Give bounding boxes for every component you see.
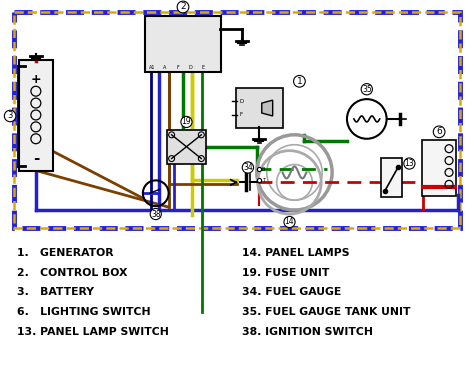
Text: 13: 13	[405, 159, 414, 168]
Text: 1: 1	[297, 77, 302, 86]
Text: 35. FUEL GAUGE TANK UNIT: 35. FUEL GAUGE TANK UNIT	[242, 307, 410, 317]
Text: F: F	[240, 112, 243, 118]
Text: 3.   BATTERY: 3. BATTERY	[17, 288, 94, 297]
Bar	[14, 12, 460, 228]
Text: 14. PANEL LAMPS: 14. PANEL LAMPS	[242, 248, 349, 258]
Text: 38. IGNITION SWITCH: 38. IGNITION SWITCH	[242, 327, 373, 337]
Text: -: -	[33, 151, 39, 166]
Text: F: F	[176, 65, 179, 70]
Text: 2: 2	[180, 3, 186, 12]
Text: 34: 34	[243, 163, 253, 172]
FancyBboxPatch shape	[236, 88, 283, 128]
FancyBboxPatch shape	[167, 130, 206, 164]
Text: 3: 3	[8, 112, 13, 121]
Text: 34. FUEL GAUGE: 34. FUEL GAUGE	[242, 288, 341, 297]
Polygon shape	[262, 100, 273, 116]
Text: 13. PANEL LAMP SWITCH: 13. PANEL LAMP SWITCH	[17, 327, 169, 337]
Text: B: B	[262, 167, 265, 172]
Text: 6.   LIGHTING SWITCH: 6. LIGHTING SWITCH	[17, 307, 151, 317]
Text: 19: 19	[182, 118, 191, 126]
Text: 6: 6	[436, 127, 442, 136]
FancyBboxPatch shape	[381, 158, 402, 197]
Bar	[14, 12, 460, 228]
Text: 38: 38	[151, 209, 161, 219]
Text: A1: A1	[148, 65, 155, 70]
Text: +: +	[30, 73, 41, 86]
Text: T: T	[262, 178, 265, 183]
Text: D: D	[240, 99, 244, 104]
FancyBboxPatch shape	[145, 16, 221, 73]
FancyBboxPatch shape	[19, 61, 53, 171]
Text: D: D	[189, 65, 192, 70]
FancyBboxPatch shape	[422, 140, 456, 196]
Text: A: A	[163, 65, 166, 70]
Text: 14: 14	[285, 218, 294, 227]
Text: E: E	[202, 65, 205, 70]
Text: 19. FUSE UNIT: 19. FUSE UNIT	[242, 267, 329, 278]
Text: 1.   GENERATOR: 1. GENERATOR	[17, 248, 114, 258]
Text: 35: 35	[362, 85, 372, 94]
Text: 2.   CONTROL BOX: 2. CONTROL BOX	[17, 267, 128, 278]
